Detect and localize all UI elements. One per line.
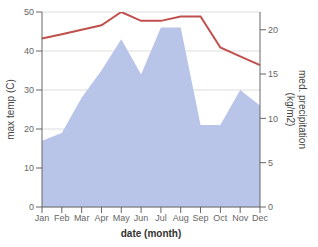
svg-text:Feb: Feb	[54, 213, 70, 223]
svg-text:May: May	[113, 213, 131, 223]
svg-text:Jul: Jul	[155, 213, 167, 223]
svg-text:Aug: Aug	[173, 213, 189, 223]
svg-text:10: 10	[24, 163, 34, 173]
svg-text:Nov: Nov	[232, 213, 249, 223]
svg-text:Dec: Dec	[252, 213, 269, 223]
svg-text:0: 0	[29, 202, 34, 212]
svg-text:0: 0	[268, 202, 273, 212]
svg-text:10: 10	[268, 114, 278, 124]
svg-text:Apr: Apr	[94, 213, 108, 223]
svg-text:Jun: Jun	[134, 213, 149, 223]
svg-text:5: 5	[268, 158, 273, 168]
svg-text:Sep: Sep	[193, 213, 209, 223]
svg-text:Oct: Oct	[213, 213, 228, 223]
svg-text:15: 15	[268, 69, 278, 79]
svg-text:Mar: Mar	[74, 213, 90, 223]
svg-text:40: 40	[24, 46, 34, 56]
svg-text:20: 20	[24, 124, 34, 134]
svg-text:Jan: Jan	[35, 213, 50, 223]
svg-text:30: 30	[24, 85, 34, 95]
svg-text:20: 20	[268, 25, 278, 35]
svg-text:date (month): date (month)	[121, 228, 182, 239]
svg-text:50: 50	[24, 7, 34, 17]
svg-text:med. precipitation(kg/m2): med. precipitation(kg/m2)	[285, 70, 308, 149]
svg-text:max temp (C): max temp (C)	[8, 79, 16, 140]
